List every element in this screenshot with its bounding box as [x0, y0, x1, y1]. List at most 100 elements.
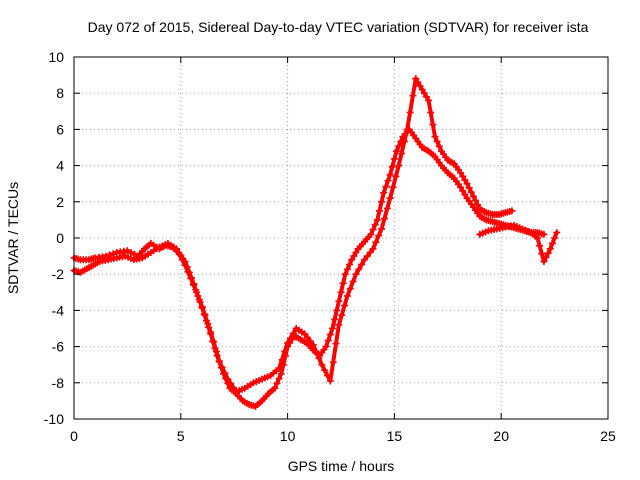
y-tick-label: 6 — [56, 121, 64, 137]
data-point — [106, 251, 114, 259]
data-point — [175, 250, 183, 258]
data-point — [341, 302, 349, 310]
data-point — [416, 82, 424, 90]
x-tick-label: 25 — [600, 428, 616, 444]
data-point — [431, 133, 439, 141]
data-point — [371, 221, 379, 229]
series-tail — [476, 221, 561, 266]
data-point — [395, 142, 403, 150]
data-point — [212, 347, 220, 355]
data-point — [312, 347, 320, 355]
chart-title: Day 072 of 2015, Sidereal Day-to-day VTE… — [88, 19, 589, 35]
data-point — [542, 253, 550, 261]
data-point — [301, 330, 309, 338]
data-point — [366, 248, 374, 256]
y-tick-label: 8 — [56, 85, 64, 101]
data-point — [373, 216, 381, 224]
data-point — [474, 201, 482, 209]
data-point — [224, 375, 232, 383]
data-point — [318, 361, 326, 369]
axes: 0 5 10 15 20 25 -10 -8 -6 -4 -2 0 2 4 6 8 10 — [44, 49, 616, 444]
data-point — [433, 137, 441, 145]
data-point — [390, 155, 398, 163]
data-point — [181, 261, 189, 269]
data-point — [459, 172, 467, 180]
data-point — [553, 229, 561, 237]
data-point — [335, 321, 343, 329]
data-point — [386, 194, 394, 202]
data-point — [271, 384, 279, 392]
data-point — [352, 270, 360, 278]
data-point — [403, 125, 411, 133]
data-point — [275, 375, 283, 383]
y-tick-label: -10 — [44, 411, 64, 427]
y-tick-label: -6 — [52, 339, 65, 355]
data-point — [544, 249, 552, 257]
y-tick-label: -4 — [52, 302, 65, 318]
data-point — [375, 207, 383, 215]
data-point — [467, 188, 475, 196]
data-point — [457, 169, 465, 177]
series-line — [72, 127, 546, 409]
data-point — [393, 147, 401, 155]
series-main — [70, 125, 548, 410]
data-point — [309, 341, 317, 349]
data-point — [358, 261, 366, 269]
data-point — [333, 306, 341, 314]
data-point — [348, 256, 356, 264]
data-point — [210, 338, 218, 346]
data-point — [218, 363, 226, 371]
data-point — [367, 230, 375, 238]
grid — [74, 57, 608, 419]
data-point — [178, 256, 186, 264]
data-point — [173, 245, 181, 253]
data-point — [315, 354, 323, 362]
data-point — [349, 277, 357, 285]
data-point — [277, 370, 285, 378]
x-tick-label: 15 — [387, 428, 403, 444]
data-point — [380, 215, 388, 223]
data-point — [534, 234, 542, 242]
y-axis-label: SDTVAR / TECUs — [5, 182, 21, 294]
data-point — [329, 358, 337, 366]
data-point — [388, 163, 396, 171]
data-point — [469, 192, 477, 200]
data-point — [281, 347, 289, 355]
data-point — [289, 329, 297, 337]
data-point — [360, 256, 368, 264]
data-point — [457, 183, 465, 191]
data-point — [350, 252, 358, 260]
data-point — [412, 75, 420, 83]
series-late-branch — [412, 75, 516, 218]
y-tick-label: 2 — [56, 194, 64, 210]
data-point — [551, 234, 559, 242]
data-point — [335, 297, 343, 305]
data-point — [322, 343, 330, 351]
data-point — [339, 279, 347, 287]
data-point — [409, 92, 417, 100]
data-point — [435, 142, 443, 150]
data-point — [346, 285, 354, 293]
data-point — [546, 245, 554, 253]
data-point — [398, 150, 406, 158]
x-tick-label: 5 — [177, 428, 185, 444]
data-point — [382, 183, 390, 191]
data-point — [324, 337, 332, 345]
data-point — [343, 265, 351, 273]
data-point — [378, 198, 386, 206]
data-point — [508, 207, 516, 215]
data-point — [332, 340, 340, 348]
data-point — [406, 109, 414, 117]
data-point — [463, 180, 471, 188]
data-point — [389, 183, 397, 191]
data-point — [198, 303, 206, 311]
series-secondary — [70, 75, 420, 396]
data-point — [384, 177, 392, 185]
data-point — [306, 337, 314, 345]
data-point — [338, 311, 346, 319]
y-tick-label: 4 — [56, 158, 64, 174]
data-point — [321, 366, 329, 374]
data-point — [461, 191, 469, 199]
data-point — [548, 239, 556, 247]
data-point — [346, 261, 354, 269]
